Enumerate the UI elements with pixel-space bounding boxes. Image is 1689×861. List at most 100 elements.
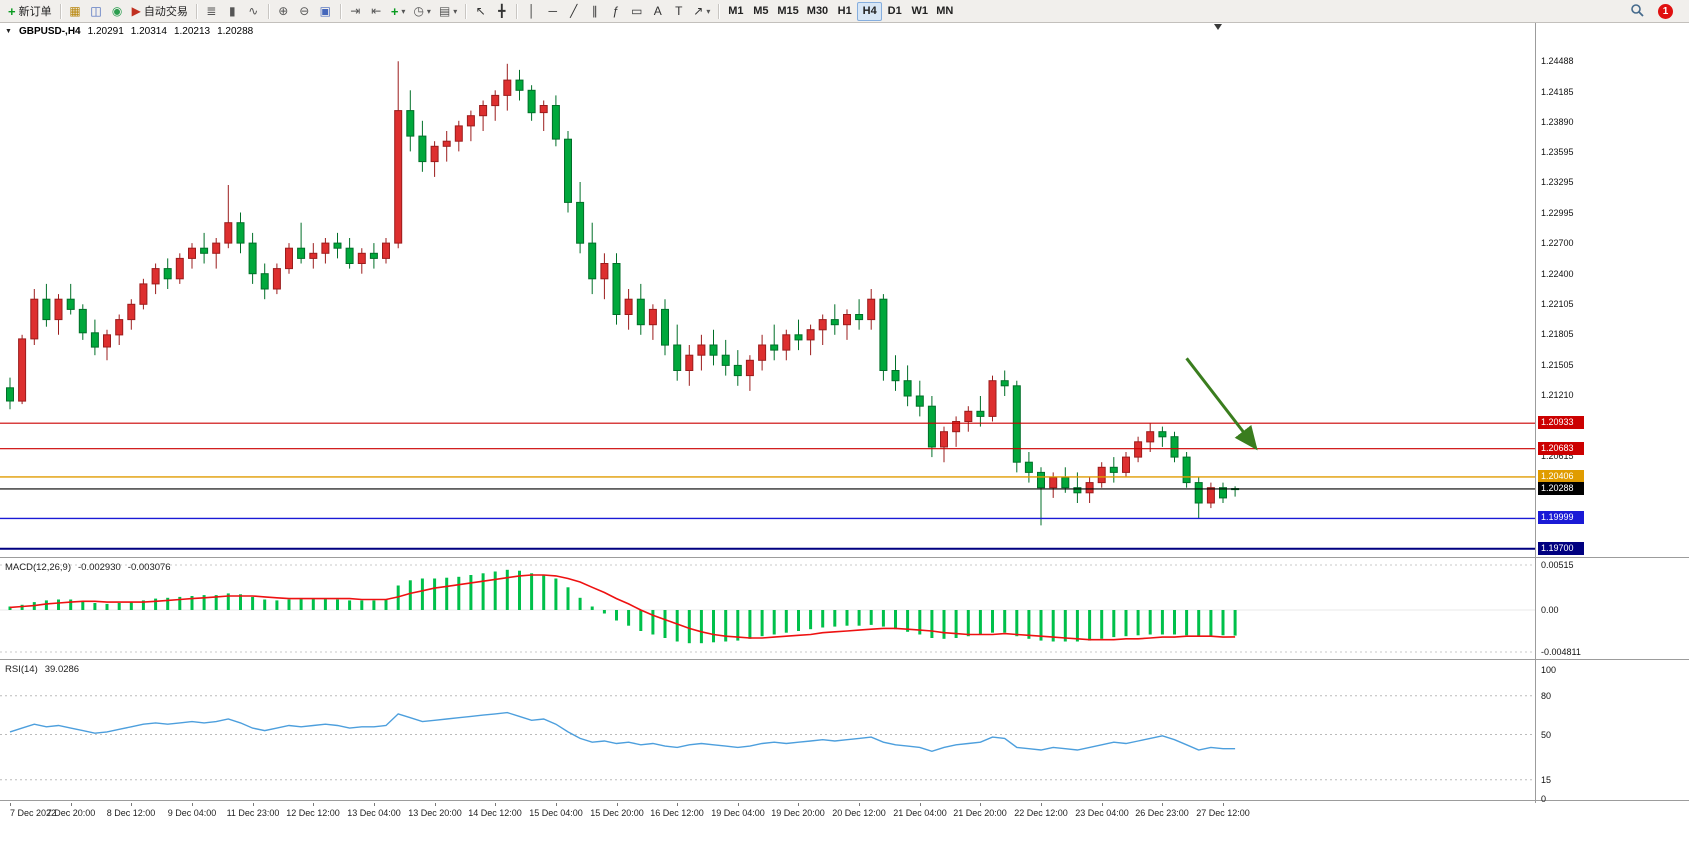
crosshair-button[interactable]: ╋ [491, 2, 512, 21]
channel-button[interactable]: ∥ [584, 2, 605, 21]
macd-indicator-label: MACD(12,26,9) -0.002930 -0.003076 [5, 562, 171, 573]
price-axis-label: 1.22995 [1541, 208, 1574, 218]
time-axis-tick [677, 803, 678, 806]
periods-button[interactable]: ◷ ▾ [409, 2, 435, 21]
horizontal-lines-layer[interactable] [0, 422, 1535, 550]
timeframe-m30-button[interactable]: M30 [803, 2, 832, 21]
toolbar-group: + 新订单 [4, 0, 56, 22]
notification-badge[interactable]: 1 [1654, 2, 1677, 21]
toolbar-group: ⊕ ⊖ ▣ [273, 0, 336, 22]
auto-scroll-icon: ⇥ [350, 4, 361, 18]
trendline-icon: ╱ [570, 4, 578, 18]
rsi-axis-label: 80 [1541, 691, 1552, 701]
resistance-line-badge-2: 1.20683 [1538, 442, 1584, 455]
toolbar-separator [465, 3, 467, 19]
toolbar-separator [516, 3, 518, 19]
macd-panel-canvas[interactable] [0, 560, 1535, 659]
candlestick-mode-button[interactable]: ▮ [222, 2, 243, 21]
toolbar-group: ↖ ╋ [470, 0, 512, 22]
indicators-button[interactable]: + ▾ [387, 2, 410, 21]
dropdown-caret-icon: ▾ [706, 6, 711, 16]
rsi-axis-label: 0 [1541, 794, 1547, 804]
horizontal-line-button[interactable]: ─ [542, 2, 563, 21]
notification-count: 1 [1658, 3, 1673, 19]
shapes-button[interactable]: ▭ [626, 2, 647, 21]
auto-scroll-button[interactable]: ⇥ [345, 2, 366, 21]
text-label-button[interactable]: T [668, 2, 689, 21]
auto-trading-button[interactable]: ▶ 自动交易 [128, 2, 192, 21]
time-axis-label: 11 Dec 23:00 [226, 808, 280, 818]
time-axis-tick [253, 803, 254, 806]
macd-name: MACD(12,26,9) [5, 562, 71, 573]
time-axis-tick [1223, 803, 1224, 806]
macd-signal-line [9, 574, 1236, 641]
text-button[interactable]: A [647, 2, 668, 21]
zoom-out-button[interactable]: ⊖ [294, 2, 315, 21]
line-chart-mode-button[interactable]: ∿ [243, 2, 264, 21]
new-order-button[interactable]: + 新订单 [4, 2, 56, 21]
timeframe-h1-button-label: H1 [837, 5, 852, 17]
timeframe-mn-button-label: MN [936, 5, 954, 17]
toolbar-separator [195, 3, 197, 19]
zoom-in-icon: ⊕ [278, 4, 289, 18]
toolbar-separator [339, 3, 341, 19]
price-chart-canvas[interactable] [0, 23, 1535, 557]
chart-open-value: 1.20291 [87, 26, 124, 37]
chart-shift-button[interactable]: ⇤ [366, 2, 387, 21]
timeframe-m1-button[interactable]: M1 [723, 2, 748, 21]
profiles-icon: ◫ [90, 4, 102, 18]
indicators-plus-icon: + [390, 3, 399, 19]
panel-separator[interactable] [0, 557, 1689, 560]
arrows-icon: ↗ [693, 4, 704, 18]
time-axis[interactable]: 7 Dec 2022 7 Dec 20:00 8 Dec 12:00 9 Dec 04… [0, 803, 1689, 825]
market-watch-button[interactable]: ◉ [107, 2, 128, 21]
timeframe-mn-button[interactable]: MN [932, 2, 957, 21]
search-button[interactable] [1626, 2, 1648, 21]
time-axis-tick [71, 803, 72, 806]
zoom-in-button[interactable]: ⊕ [273, 2, 294, 21]
arrow-annotation[interactable] [1185, 357, 1258, 451]
candles-layer [6, 61, 1240, 526]
time-axis-tick [10, 803, 11, 806]
macd-axis-label: 0.00515 [1541, 560, 1574, 570]
panel-separator[interactable] [0, 800, 1689, 803]
timeframe-m5-button[interactable]: M5 [748, 2, 773, 21]
templates-button[interactable]: ▤ ▾ [435, 2, 461, 21]
panel-separator[interactable] [0, 659, 1689, 662]
chart-window: ▼ GBPUSD-,H4 1.20291 1.20314 1.20213 1.2… [0, 23, 1689, 861]
new-order-button-label: 新订单 [18, 6, 52, 18]
profiles-button[interactable]: ◫ [86, 2, 107, 21]
rsi-panel-canvas[interactable] [0, 662, 1535, 800]
arrows-button[interactable]: ↗ ▾ [689, 2, 714, 21]
macd-axis-label: 0.00 [1541, 605, 1559, 615]
trendline-button[interactable]: ╱ [563, 2, 584, 21]
market-watch-icon: ◉ [111, 4, 123, 18]
horizontal-line-icon: ─ [548, 4, 558, 18]
timeframe-h1-button[interactable]: H1 [832, 2, 857, 21]
time-axis-tick [192, 803, 193, 806]
time-axis-tick [738, 803, 739, 806]
tile-windows-button[interactable]: ▣ [315, 2, 336, 21]
time-axis-label: 15 Dec 20:00 [590, 808, 644, 818]
timeframe-w1-button[interactable]: W1 [907, 2, 932, 21]
vertical-line-button[interactable]: │ [521, 2, 542, 21]
support-line-badge-1: 1.19999 [1538, 511, 1584, 524]
bar-chart-mode-button[interactable]: ≣ [201, 2, 222, 21]
cursor-button[interactable]: ↖ [470, 2, 491, 21]
fibonacci-button[interactable]: ƒ [605, 2, 626, 21]
charts-button[interactable]: ▦ [65, 2, 86, 21]
timeframe-m30-button-label: M30 [806, 5, 829, 17]
price-axis-label: 1.24185 [1541, 87, 1574, 97]
one-click-trading-toggle[interactable]: ▼ [5, 28, 12, 35]
timeframe-d1-button[interactable]: D1 [882, 2, 907, 21]
time-axis-tick [859, 803, 860, 806]
time-axis-label: 22 Dec 12:00 [1014, 808, 1068, 818]
timeframe-h4-button[interactable]: H4 [857, 1, 883, 21]
timeframe-m15-button[interactable]: M15 [773, 2, 802, 21]
price-axis[interactable]: 1.24488 1.24185 1.23890 1.23595 1.23295 1.229… [1536, 23, 1689, 804]
chart-shift-marker[interactable] [1214, 24, 1222, 30]
toolbar-group: M1 M5 M15 M30 H1 H4 D1 W1 MN [723, 0, 957, 22]
timeframe-m15-button-label: M15 [777, 5, 799, 17]
price-axis-label: 1.23595 [1541, 147, 1574, 157]
time-axis-tick [1162, 803, 1163, 806]
